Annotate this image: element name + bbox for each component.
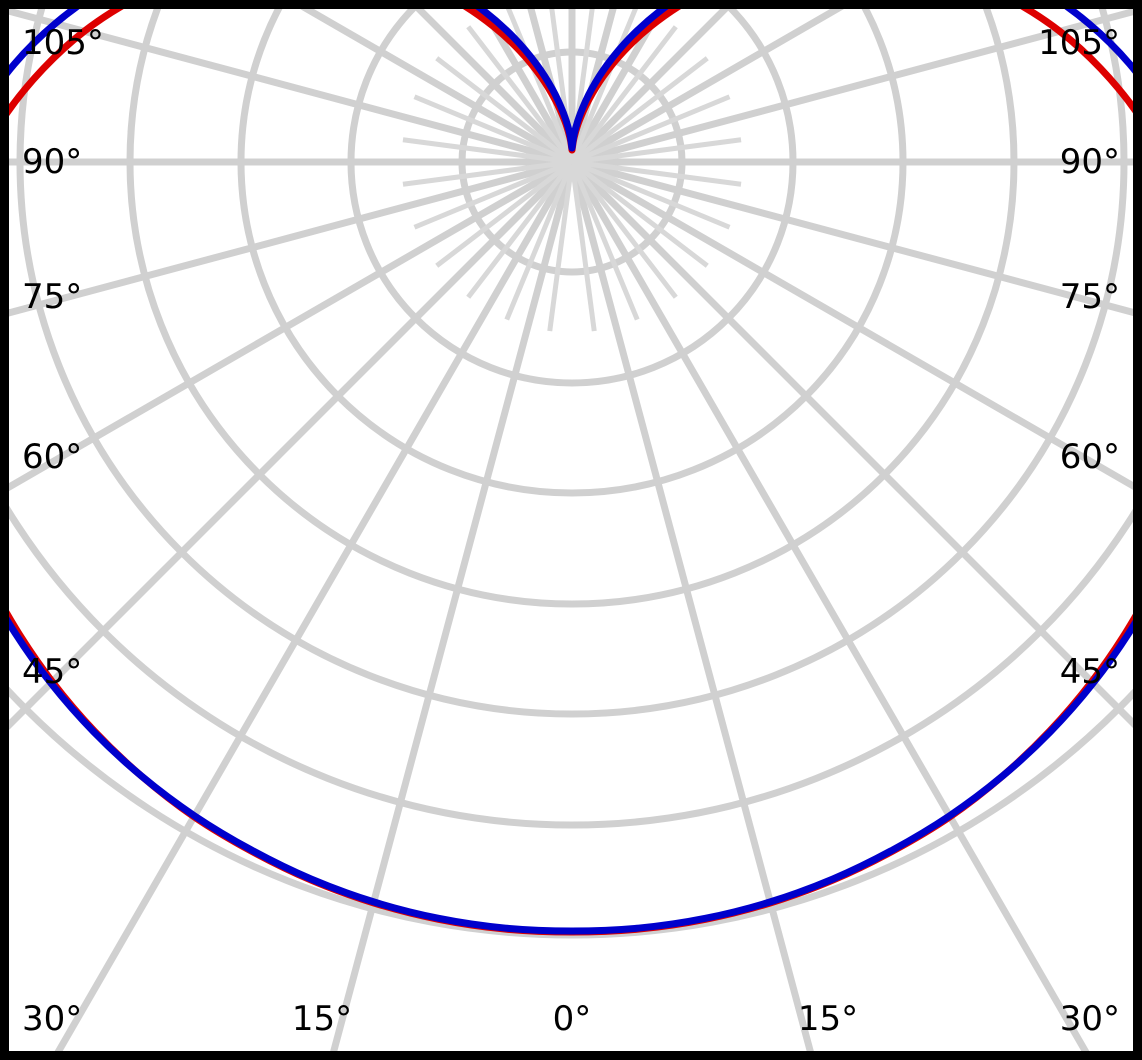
grid-spoke-minor xyxy=(505,9,575,163)
grid-spoke-minor xyxy=(466,25,574,164)
grid-spoke-minor xyxy=(570,56,709,164)
grid-spoke xyxy=(571,158,1133,316)
grid-spoke-minor xyxy=(571,159,731,230)
angle-label-right-3: 60° xyxy=(1059,437,1120,477)
angle-label-left-5: 30° xyxy=(22,999,83,1039)
curve-series-1 xyxy=(9,9,1133,935)
grid-spoke xyxy=(9,159,575,730)
grid-spoke-minor xyxy=(571,159,742,187)
grid-spoke-minor xyxy=(435,56,574,164)
grid-spoke-minor xyxy=(413,94,573,165)
grid-spoke xyxy=(570,9,845,166)
grid-spoke xyxy=(570,158,1133,490)
grid-spoke xyxy=(569,159,1133,728)
grid-spoke xyxy=(9,158,574,492)
grid-spoke xyxy=(568,161,814,1051)
grid-spoke xyxy=(9,9,573,166)
grid-spoke-minor xyxy=(570,160,709,268)
angle-label-right-5: 30° xyxy=(1059,999,1120,1039)
polar-grid-spokes-minor xyxy=(402,9,742,332)
distribution-curves xyxy=(9,9,1133,936)
grid-spoke-minor xyxy=(435,160,574,268)
grid-spoke-minor xyxy=(571,94,731,165)
angle-label-left-1: 90° xyxy=(22,142,83,182)
angle-label-bottom-2: 15° xyxy=(797,999,859,1039)
grid-spoke xyxy=(568,160,1090,1051)
grid-spoke-minor xyxy=(413,159,573,230)
angle-label-bottom-0: 15° xyxy=(291,999,353,1039)
angle-label-right-2: 75° xyxy=(1059,277,1120,317)
grid-spoke xyxy=(299,9,574,166)
grid-ring xyxy=(9,505,1133,829)
angle-label-right-1: 90° xyxy=(1059,142,1120,182)
grid-spoke-minor xyxy=(466,160,574,299)
grid-spoke-minor xyxy=(402,159,573,187)
angle-label-left-0: 105° xyxy=(22,23,104,63)
grid-spoke xyxy=(571,9,1133,166)
angle-label-left-2: 75° xyxy=(22,277,83,317)
angle-label-left-4: 45° xyxy=(22,652,83,692)
grid-spoke-minor xyxy=(402,137,573,165)
grid-spoke-minor xyxy=(570,160,678,299)
grid-spoke xyxy=(330,161,576,1051)
angle-label-right-4: 45° xyxy=(1059,652,1120,692)
grid-spoke-minor xyxy=(569,161,597,332)
grid-spoke-minor xyxy=(547,161,575,332)
grid-spoke-minor xyxy=(571,137,742,165)
grid-spoke-minor xyxy=(569,9,639,163)
grid-spoke-minor xyxy=(570,25,678,164)
grid-spoke xyxy=(54,160,576,1051)
grid-spoke xyxy=(9,158,573,317)
grid-spoke-minor xyxy=(504,161,575,321)
angle-label-bottom-1: 0° xyxy=(552,999,592,1039)
angle-label-left-3: 60° xyxy=(22,437,83,477)
angle-label-right-0: 105° xyxy=(1038,23,1120,63)
grid-spoke-minor xyxy=(569,161,640,321)
